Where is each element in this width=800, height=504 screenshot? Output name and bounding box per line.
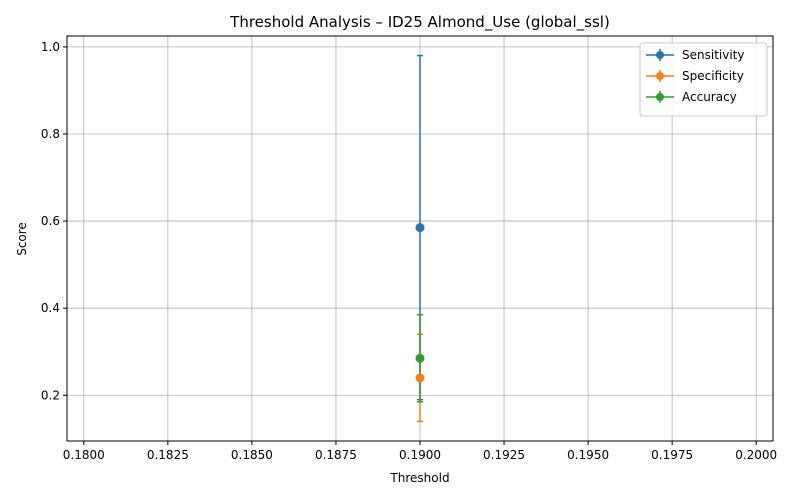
legend: Sensitivity Specificity Accuracy [639, 42, 768, 117]
legend-sensitivity-marker [656, 51, 664, 59]
legend-specificity-label: Specificity [682, 69, 744, 83]
y-axis-ticks: 0.2 0.4 0.6 0.8 1.0 [41, 40, 67, 402]
x-tick-label: 0.1850 [231, 448, 273, 462]
x-tick-label: 0.1875 [315, 448, 357, 462]
legend-sensitivity-label: Sensitivity [682, 48, 744, 62]
y-tick-label: 0.2 [41, 388, 60, 402]
y-tick-label: 0.4 [41, 301, 60, 315]
x-axis-label: Threshold [389, 471, 449, 485]
accuracy-point [415, 353, 425, 363]
x-tick-label: 0.1975 [651, 448, 693, 462]
y-tick-label: 0.6 [41, 214, 60, 228]
x-tick-label: 0.1825 [147, 448, 189, 462]
y-axis-label: Score [15, 222, 29, 256]
legend-accuracy-label: Accuracy [682, 90, 737, 104]
y-tick-label: 0.8 [41, 127, 60, 141]
x-tick-label: 0.1800 [63, 448, 105, 462]
x-tick-label: 0.2000 [735, 448, 777, 462]
data-markers [415, 223, 425, 383]
x-tick-label: 0.1950 [567, 448, 609, 462]
specificity-point [415, 373, 425, 383]
error-bars [417, 54, 423, 423]
chart-title: Threshold Analysis – ID25 Almond_Use (gl… [229, 13, 610, 32]
x-tick-label: 0.1900 [399, 448, 441, 462]
sensitivity-point [415, 223, 425, 233]
legend-specificity-marker [656, 72, 664, 80]
x-tick-label: 0.1925 [483, 448, 525, 462]
legend-accuracy-marker [656, 93, 664, 101]
y-tick-label: 1.0 [41, 40, 60, 54]
x-axis-ticks: 0.1800 0.1825 0.1850 0.1875 0.1900 0.1925 0.19… [63, 441, 777, 462]
